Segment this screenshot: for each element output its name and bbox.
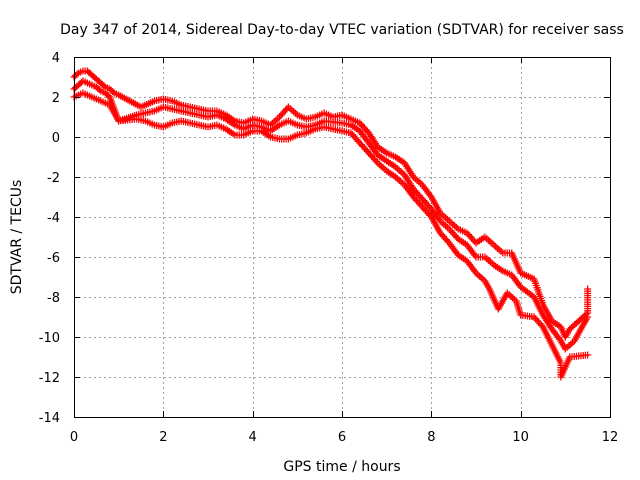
series-trace-upper: [70, 67, 592, 341]
x-tick-label: 2: [159, 430, 167, 445]
y-axis-label: SDTVAR / TECUs: [9, 180, 25, 295]
data-point: [372, 157, 380, 165]
y-tick-label: 0: [52, 131, 60, 146]
data-point: [584, 285, 592, 293]
x-tick-label: 6: [338, 430, 346, 445]
y-tick-label: -12: [39, 371, 60, 386]
data-point: [109, 88, 117, 96]
data-point: [584, 313, 592, 321]
y-tick-label: 4: [52, 51, 60, 66]
data-point: [95, 86, 103, 94]
data-point: [100, 82, 108, 90]
series-trace-lower: [70, 89, 592, 381]
y-tick-label: -14: [39, 411, 60, 426]
x-tick-label: 10: [512, 430, 529, 445]
axis-ticks: [74, 57, 611, 418]
data-point: [426, 211, 434, 219]
y-tick-label: -8: [47, 291, 60, 306]
data-point: [584, 351, 592, 359]
data-points: [70, 67, 592, 381]
data-point: [538, 321, 546, 329]
y-tick-label: -4: [47, 211, 60, 226]
chart-title: Day 347 of 2014, Sidereal Day-to-day VTE…: [60, 22, 624, 38]
x-tick-label: 12: [602, 430, 619, 445]
x-axis-label: GPS time / hours: [283, 459, 400, 475]
x-tick-label: 8: [427, 430, 435, 445]
x-tick-label: 0: [70, 430, 78, 445]
x-tick-label: 4: [249, 430, 257, 445]
y-tick-label: -2: [47, 171, 60, 186]
y-tick-label: -10: [39, 331, 60, 346]
series-trace-middle: [70, 77, 592, 353]
y-tick-labels: 4 2 0 -2 -4 -6 -8 -10 -12 -14: [39, 51, 60, 426]
y-tick-label: -6: [47, 251, 60, 266]
x-tick-labels: 0 2 4 6 8 10 12: [70, 430, 618, 445]
y-tick-label: 2: [52, 91, 60, 106]
